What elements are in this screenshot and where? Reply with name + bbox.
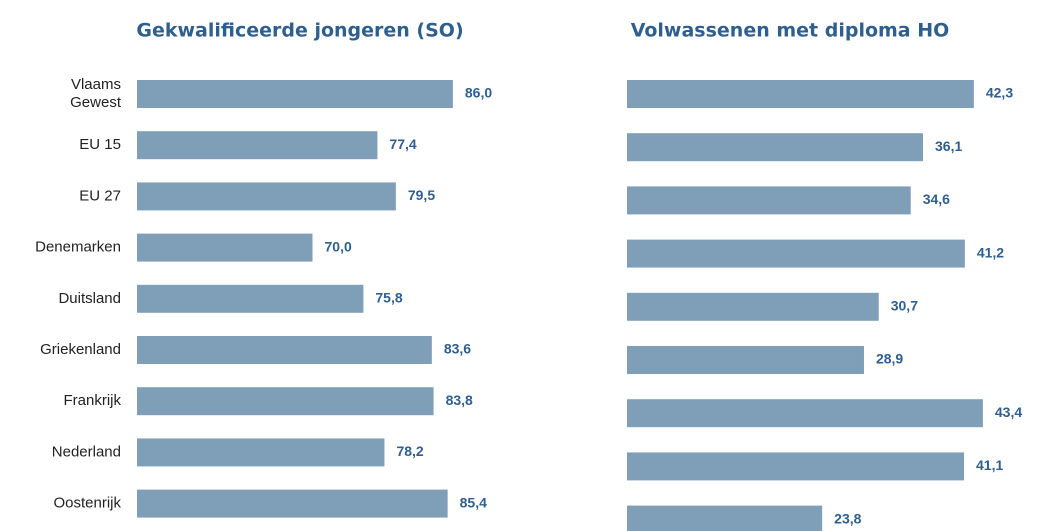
value-label: 36,1 <box>935 138 962 154</box>
bar <box>627 80 974 108</box>
bar <box>627 346 864 374</box>
bar <box>137 489 448 518</box>
category-label: Denemarken <box>35 239 121 256</box>
value-label: 23,8 <box>834 510 861 526</box>
bar <box>137 80 453 108</box>
category-label: EU 15 <box>79 136 121 153</box>
category-label: Vlaams Gewest <box>70 76 122 111</box>
bar <box>137 182 396 211</box>
bar <box>627 239 965 268</box>
category-label-line: Gewest <box>70 94 122 111</box>
value-label: 43,4 <box>995 404 1022 420</box>
value-label: 41,1 <box>976 457 1003 473</box>
chart-title: Gekwalificeerde jongeren (SO) <box>136 20 463 42</box>
bar <box>137 131 378 160</box>
bar <box>627 399 983 428</box>
value-label: 79,5 <box>408 187 435 203</box>
value-label: 75,8 <box>375 290 402 306</box>
value-label: 42,3 <box>986 85 1013 101</box>
category-label: Griekenland <box>40 341 121 358</box>
category-label: EU 27 <box>79 187 121 204</box>
value-label: 41,2 <box>977 244 1004 260</box>
value-label: 30,7 <box>891 298 918 314</box>
value-label: 77,4 <box>389 136 416 152</box>
bar <box>627 186 911 215</box>
category-label: Nederland <box>52 443 121 460</box>
value-label: 85,4 <box>460 494 487 510</box>
chart: Volwassenen met diploma HO 42,3 36,1 34,6 41… <box>627 20 1022 531</box>
value-label: 86,0 <box>465 85 492 101</box>
bar <box>137 284 364 313</box>
bar <box>137 387 434 416</box>
chart-title: Volwassenen met diploma HO <box>631 20 950 42</box>
category-label-line: Vlaams <box>71 76 121 93</box>
category-label: Duitsland <box>58 290 121 307</box>
bar <box>137 233 313 262</box>
value-label: 34,6 <box>923 191 950 207</box>
bar <box>137 336 432 364</box>
value-label: 28,9 <box>876 351 903 367</box>
value-label: 70,0 <box>325 238 352 254</box>
bar <box>627 133 924 162</box>
value-label: 83,8 <box>446 392 473 408</box>
bar <box>627 505 823 531</box>
bar <box>627 452 965 481</box>
category-label: Oostenrijk <box>53 495 121 512</box>
bar <box>137 438 385 467</box>
value-label: 83,6 <box>444 341 471 357</box>
value-label: 78,2 <box>396 443 423 459</box>
category-label: Frankrijk <box>63 392 121 409</box>
bar <box>627 292 879 321</box>
